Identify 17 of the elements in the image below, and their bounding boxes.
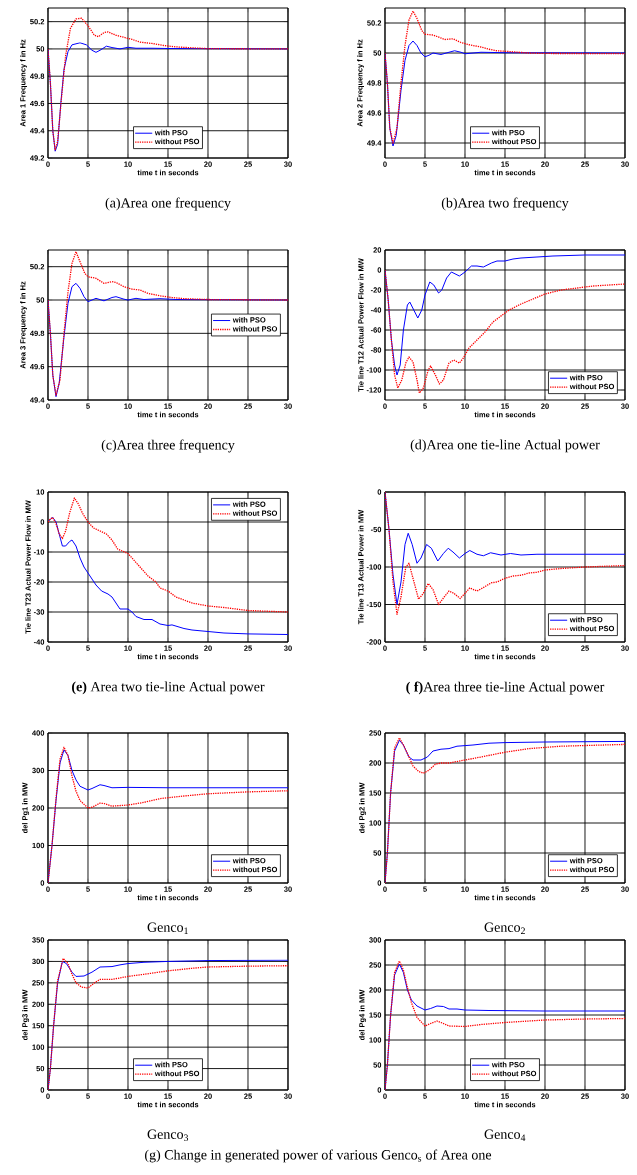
line-series: [385, 10, 625, 144]
text: (b)Area two frequency: [441, 197, 569, 211]
text: (d)Area one tie-line Actual power: [410, 439, 600, 453]
text: (g) Change in generated power of various Genco$_{s}$ of Area one: [145, 1149, 492, 1163]
text: (a)Area one frequency: [105, 197, 231, 211]
text: Genco$_{1}$: [147, 922, 188, 934]
text: ( f)Area three tie-line Actual power: [406, 681, 605, 695]
text: Genco$_{2}$: [484, 922, 525, 934]
line-series: [48, 42, 288, 152]
text: (c)Area three frequency: [101, 439, 235, 453]
text: (e) Area two tie-line Actual power: [72, 681, 265, 695]
line-series: [48, 17, 288, 151]
line-series: [48, 251, 288, 396]
line-series: [385, 40, 625, 147]
text: Genco$_{4}$: [484, 1129, 526, 1141]
text: Genco$_{3}$: [147, 1129, 189, 1142]
line-series: [385, 254, 625, 376]
